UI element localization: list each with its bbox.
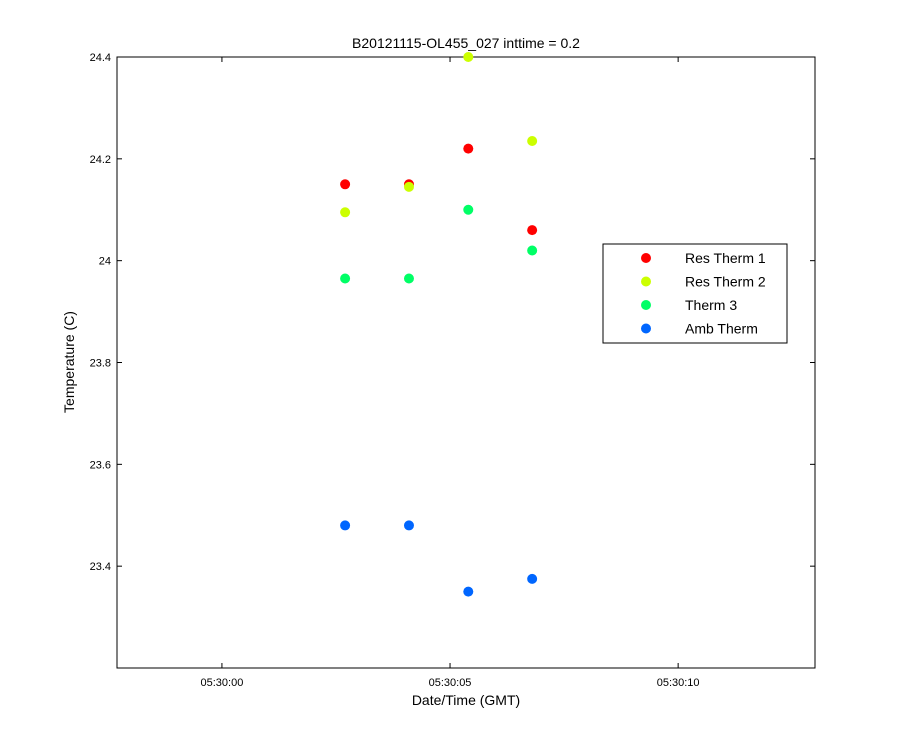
x-tick-label: 05:30:10 — [657, 677, 700, 689]
point-therm-3 — [340, 273, 351, 284]
legend-box — [602, 243, 788, 344]
legend-label: Res Therm 1 — [685, 250, 766, 266]
y-tick-label: 23.8 — [90, 358, 111, 370]
legend-label: Amb Therm — [685, 321, 758, 337]
y-tick-label: 24.4 — [90, 52, 111, 64]
point-res-therm-1 — [340, 179, 351, 190]
point-therm-3 — [463, 204, 474, 215]
point-res-therm-2 — [463, 52, 474, 62]
point-amb-therm — [403, 520, 414, 531]
point-amb-therm — [527, 573, 538, 584]
chart-title: B20121115-OL455_027 inttime = 0.2 — [352, 35, 580, 51]
point-res-therm-1 — [463, 143, 474, 154]
point-res-therm-2 — [403, 181, 414, 192]
point-therm-3 — [527, 245, 538, 256]
legend: Res Therm 1 Res Therm 2 Therm 3 Amb Therm — [602, 243, 788, 344]
legend-label: Therm 3 — [685, 297, 737, 313]
point-amb-therm — [340, 520, 351, 531]
y-tick-label: 24 — [99, 256, 111, 268]
y-axis-label: Temperature (C) — [61, 311, 77, 413]
legend-marker — [641, 300, 651, 310]
point-res-therm-1 — [527, 225, 538, 236]
point-res-therm-2 — [340, 207, 351, 218]
data-points — [340, 52, 538, 597]
y-tick-label: 24.2 — [90, 154, 111, 166]
x-axis-label: Date/Time (GMT) — [412, 692, 520, 708]
legend-label: Res Therm 2 — [685, 274, 766, 290]
plot-area — [116, 56, 816, 669]
point-res-therm-2 — [527, 136, 538, 147]
axis-ticks: 05:30:00 05:30:05 05:30:10 23.4 23.6 23.8 24 24… — [90, 52, 815, 689]
legend-marker — [641, 323, 651, 334]
y-tick-label: 23.4 — [90, 561, 111, 573]
legend-marker — [641, 253, 651, 263]
x-tick-label: 05:30:00 — [201, 677, 244, 689]
y-tick-label: 23.6 — [90, 459, 111, 471]
point-therm-3 — [403, 273, 414, 284]
point-amb-therm — [463, 586, 474, 597]
x-tick-label: 05:30:05 — [429, 677, 472, 689]
legend-marker — [641, 276, 651, 287]
